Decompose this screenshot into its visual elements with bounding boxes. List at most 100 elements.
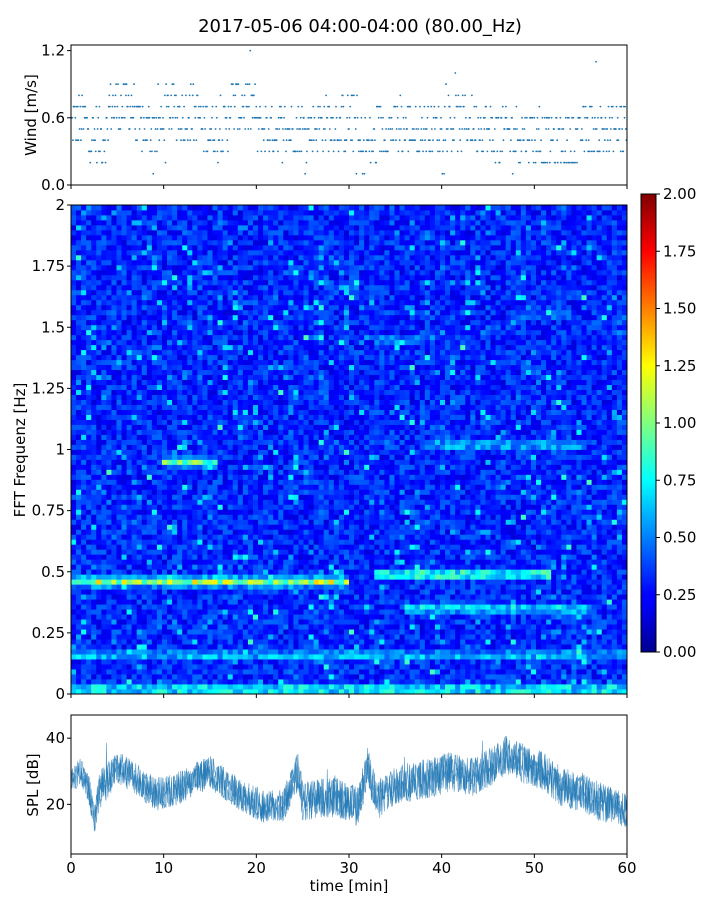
spectrogram-cell bbox=[247, 569, 254, 575]
spectrogram-cell bbox=[177, 659, 183, 665]
spectrogram-cell bbox=[126, 269, 133, 276]
wind-point bbox=[116, 105, 119, 108]
spectrogram-cell bbox=[192, 289, 198, 296]
spectrogram-cell bbox=[182, 494, 188, 500]
spectrogram-cell bbox=[141, 289, 148, 296]
spectrogram-cell bbox=[278, 469, 284, 475]
spectrogram-cell bbox=[86, 479, 92, 485]
spectrogram-cell bbox=[156, 454, 163, 460]
spectrogram-cell bbox=[207, 344, 213, 351]
spectrogram-cell bbox=[136, 484, 143, 490]
spectrogram-cell bbox=[217, 309, 224, 316]
spectrogram-cell bbox=[141, 619, 148, 625]
spectrogram-cell bbox=[182, 369, 188, 376]
spectrogram-cell bbox=[76, 529, 82, 535]
spectrogram-cell bbox=[96, 639, 102, 645]
spectrogram-cell bbox=[167, 459, 173, 465]
spectrogram-cell bbox=[177, 609, 183, 615]
spectrogram-cell bbox=[96, 429, 102, 435]
spectrogram-cell bbox=[222, 339, 229, 346]
spectrogram-cell bbox=[258, 419, 264, 425]
spectrogram-cell bbox=[106, 669, 112, 675]
wind-point bbox=[162, 128, 165, 130]
spectrogram-cell bbox=[268, 254, 274, 261]
spectrogram-cell bbox=[252, 439, 259, 445]
spectrogram-cell bbox=[278, 664, 284, 670]
spectrogram-cell bbox=[96, 344, 102, 351]
spectrogram-cell bbox=[222, 674, 229, 680]
spectrogram-cell bbox=[172, 524, 178, 530]
wind-point bbox=[532, 150, 534, 153]
spectrogram-cell bbox=[227, 364, 234, 371]
wind-point bbox=[90, 150, 93, 153]
wind-point bbox=[425, 128, 428, 130]
spectrogram-cell bbox=[258, 344, 264, 351]
spectrogram-cell bbox=[91, 334, 97, 341]
spectrogram-cell bbox=[177, 354, 183, 361]
spectrogram-cell bbox=[141, 479, 148, 485]
spectrogram-cell bbox=[101, 529, 107, 535]
wind-point bbox=[281, 161, 284, 164]
wind-point bbox=[216, 150, 219, 153]
wind-point bbox=[117, 83, 119, 86]
spectrogram-cell bbox=[71, 549, 77, 555]
wind-point bbox=[125, 94, 127, 97]
spectrogram-cell bbox=[106, 484, 112, 490]
spectrogram-cell bbox=[167, 644, 173, 650]
spectrogram-cell bbox=[161, 614, 168, 620]
spectrogram-cell bbox=[121, 524, 127, 530]
spectrogram-cell bbox=[81, 414, 87, 420]
spectrogram-cell bbox=[101, 419, 107, 425]
spectrogram-cell bbox=[192, 529, 198, 535]
spectrogram-cell bbox=[86, 399, 92, 405]
spectrogram-cell bbox=[237, 454, 244, 460]
wind-point bbox=[483, 128, 486, 130]
spectrogram-cell bbox=[141, 294, 148, 301]
spectrogram-cell bbox=[172, 474, 178, 480]
spectrogram-cell bbox=[96, 449, 102, 455]
wind-point bbox=[559, 116, 562, 119]
spectrogram-cell bbox=[126, 304, 133, 311]
spectrogram-cell bbox=[156, 519, 163, 525]
spectrogram-cell bbox=[91, 364, 97, 371]
spectrogram-cell bbox=[237, 214, 244, 221]
spectrogram-cell bbox=[106, 639, 112, 645]
wind-point bbox=[334, 128, 337, 130]
spectrogram-cell bbox=[126, 649, 133, 655]
spectrogram-cell bbox=[111, 379, 117, 386]
spectrogram-cell bbox=[177, 244, 183, 251]
spectrogram-cell bbox=[263, 529, 269, 535]
wind-point bbox=[409, 105, 412, 108]
spectrogram-cell bbox=[237, 444, 244, 450]
spectrogram-cell bbox=[202, 514, 208, 520]
spectrogram-cell bbox=[101, 519, 107, 525]
spectrogram-cell bbox=[136, 229, 143, 236]
spectrogram-cell bbox=[96, 484, 102, 490]
spectrogram-cell bbox=[237, 654, 244, 660]
spectrogram-cell bbox=[167, 209, 173, 216]
spectrogram-cell bbox=[258, 259, 264, 266]
spectrogram-cell bbox=[81, 409, 87, 415]
spectrogram-cell bbox=[116, 579, 122, 585]
spectrogram-cell bbox=[156, 594, 163, 600]
wind-point bbox=[105, 116, 108, 119]
spectrogram-cell bbox=[263, 309, 269, 316]
spectrogram-cell bbox=[161, 489, 168, 495]
spectrogram-cell bbox=[121, 429, 127, 435]
spectrogram-cell bbox=[131, 624, 138, 630]
spectrogram-cell bbox=[242, 219, 249, 226]
spectrogram-cell bbox=[217, 339, 224, 346]
spectrogram-cell bbox=[177, 409, 183, 415]
spectrogram-cell bbox=[156, 654, 163, 660]
spectrogram-cell bbox=[263, 229, 269, 236]
spectrogram-cell bbox=[202, 544, 208, 550]
spectrogram-cell bbox=[263, 369, 269, 376]
spectrogram-cell bbox=[177, 324, 183, 331]
wind-point bbox=[345, 139, 348, 142]
spectrogram-cell bbox=[86, 639, 92, 645]
spectrogram-cell bbox=[263, 594, 269, 600]
spectrogram-cell bbox=[172, 554, 178, 560]
spectrogram-cell bbox=[202, 654, 208, 660]
spectrogram-cell bbox=[207, 509, 213, 515]
spectrogram-cell bbox=[242, 299, 249, 306]
